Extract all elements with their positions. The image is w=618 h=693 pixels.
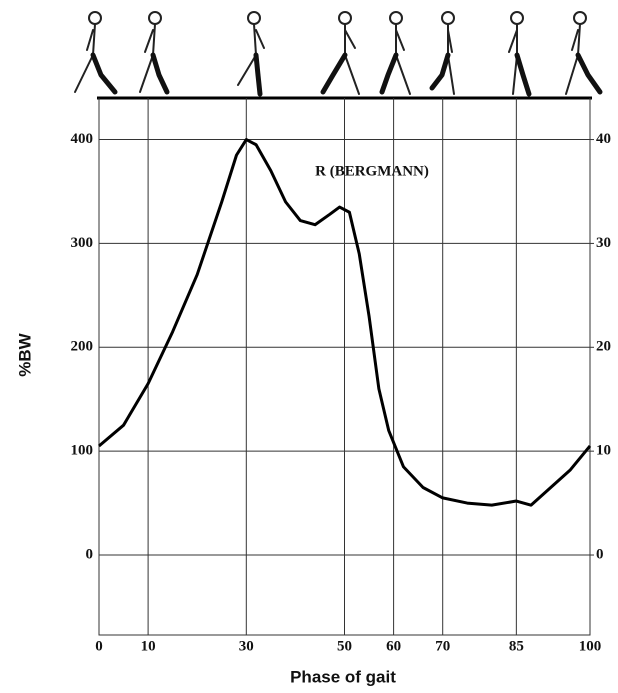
x-tick-label: 60 — [386, 638, 401, 654]
x-tick-label: 30 — [239, 638, 254, 654]
chart: Phase of gait %BW 0100200300400010203040… — [0, 0, 618, 693]
x-tick-label: 85 — [509, 638, 524, 654]
y-tick-label: 0 — [86, 546, 94, 562]
walking-figure — [238, 12, 264, 94]
y2-tick-label: 30 — [596, 235, 611, 251]
y2-tick-label: 40 — [596, 131, 611, 147]
y-tick-label: 200 — [71, 339, 94, 355]
x-tick-label: 10 — [141, 638, 156, 654]
annotation: R (BERGMANN) — [315, 163, 429, 179]
walking-figure — [75, 12, 115, 92]
walking-figures — [75, 12, 600, 94]
y-axis-title: %BW — [15, 332, 34, 376]
walking-figure — [382, 12, 410, 94]
walking-figure — [323, 12, 359, 94]
walking-figure — [432, 12, 454, 94]
x-tick-label: 70 — [435, 638, 450, 654]
x-tick-label: 0 — [95, 638, 103, 654]
y2-tick-label: 0 — [596, 546, 604, 562]
walking-figure — [566, 12, 600, 94]
y-tick-label: 300 — [71, 235, 94, 251]
x-tick-label: 100 — [579, 638, 602, 654]
walking-figure — [140, 12, 167, 92]
x-axis-title: Phase of gait — [290, 667, 396, 686]
y2-tick-label: 20 — [596, 339, 611, 355]
y2-tick-label: 10 — [596, 443, 611, 459]
y-tick-label: 400 — [71, 131, 94, 147]
walking-figure — [509, 12, 529, 94]
y-tick-label: 100 — [71, 443, 94, 459]
x-tick-label: 50 — [337, 638, 352, 654]
